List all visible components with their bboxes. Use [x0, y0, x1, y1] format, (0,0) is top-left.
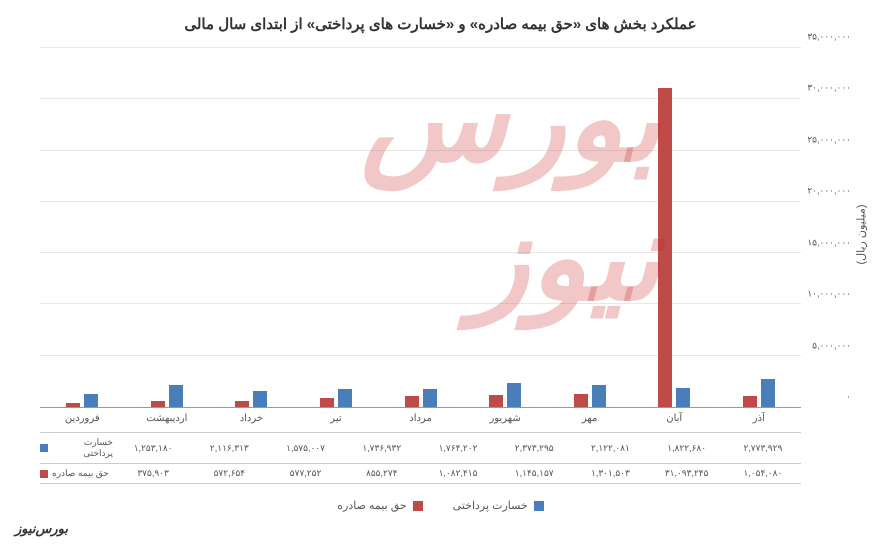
bar — [574, 394, 588, 407]
x-axis-labels: فروردیناردیبهشتخردادتیرمردادشهریورمهرآبا… — [40, 413, 801, 424]
data-cell: ۸۵۵,۲۷۴ — [344, 468, 420, 479]
data-cell: ۱,۲۵۳,۱۸۰ — [115, 443, 191, 454]
legend-marker — [534, 501, 544, 511]
y-tick: ۳۰,۰۰۰,۰۰۰ — [807, 83, 851, 94]
chart-area: (میلیون ریال) ۰۵,۰۰۰,۰۰۰۱۰,۰۰۰,۰۰۰۱۵,۰۰۰… — [40, 48, 801, 408]
month-group — [125, 48, 210, 407]
bars-container — [40, 48, 801, 407]
y-tick: ۲۰,۰۰۰,۰۰۰ — [807, 186, 851, 197]
x-label: اردیبهشت — [125, 413, 210, 424]
bar — [423, 389, 437, 407]
bar — [253, 391, 267, 407]
series-name: حق بیمه صادره — [52, 468, 109, 479]
row-label: خسارت پرداختی — [40, 437, 115, 459]
data-cell: ۱,۷۶۴,۲۰۲ — [420, 443, 496, 454]
bar — [405, 396, 419, 407]
data-cell: ۱,۸۲۲,۶۸۰ — [649, 443, 725, 454]
data-cell: ۲,۱۲۲,۰۸۱ — [572, 443, 648, 454]
chart-container: عملکرد بخش های «حق بیمه صادره» و «خسارت … — [0, 0, 881, 545]
y-tick: ۳۵,۰۰۰,۰۰۰ — [807, 32, 851, 43]
bar — [676, 388, 690, 407]
data-cell: ۵۷۲,۶۵۴ — [191, 468, 267, 479]
y-tick: ۲۵,۰۰۰,۰۰۰ — [807, 134, 851, 145]
data-cell: ۲,۳۷۳,۲۹۵ — [496, 443, 572, 454]
data-row: حق بیمه صادره ۳۷۵,۹۰۳۵۷۲,۶۵۴۵۷۷,۲۵۲۸۵۵,۲۷… — [40, 464, 801, 484]
y-tick: ۱۵,۰۰۰,۰۰۰ — [807, 237, 851, 248]
data-cell: ۱,۵۷۵,۰۰۷ — [267, 443, 343, 454]
x-label: آبان — [632, 413, 717, 424]
x-label: فروردین — [40, 413, 125, 424]
legend-item: حق بیمه صادره — [337, 499, 422, 512]
bar — [489, 395, 503, 407]
data-cell: ۱,۳۰۱,۵۰۳ — [572, 468, 648, 479]
bar — [151, 401, 165, 407]
bar — [169, 385, 183, 407]
x-label: مهر — [547, 413, 632, 424]
legend: خسارت پرداختی حق بیمه صادره — [20, 499, 861, 512]
legend-label: خسارت پرداختی — [453, 499, 528, 512]
x-label: خرداد — [209, 413, 294, 424]
bar — [66, 403, 80, 407]
chart-title: عملکرد بخش های «حق بیمه صادره» و «خسارت … — [20, 15, 861, 33]
data-cell: ۱,۷۳۶,۹۳۲ — [344, 443, 420, 454]
bar — [338, 389, 352, 407]
month-group — [632, 48, 717, 407]
month-group — [717, 48, 802, 407]
x-label: تیر — [294, 413, 379, 424]
bar — [235, 401, 249, 407]
y-axis: ۰ ۵,۰۰۰,۰۰۰ ۱۰,۰۰۰,۰۰۰ ۱۵,۰۰۰,۰۰۰ ۲۰,۰۰۰,۰۰۰… — [806, 48, 851, 408]
bar — [658, 88, 672, 407]
data-cell: ۳۱,۰۹۳,۲۴۵ — [649, 468, 725, 479]
bar — [84, 394, 98, 407]
data-cell: ۲,۷۷۳,۹۲۹ — [725, 443, 801, 454]
bar — [743, 396, 757, 407]
row-label: حق بیمه صادره — [40, 468, 115, 479]
series-marker — [40, 444, 48, 452]
bar — [320, 398, 334, 407]
series-marker — [40, 470, 48, 478]
y-axis-label: (میلیون ریال) — [855, 204, 868, 264]
x-label: آذر — [717, 413, 802, 424]
y-tick: ۰ — [846, 392, 851, 403]
month-group — [463, 48, 548, 407]
data-row: خسارت پرداختی۱,۲۵۳,۱۸۰۲,۱۱۶,۳۱۳۱,۵۷۵,۰۰۷… — [40, 433, 801, 464]
legend-item: خسارت پرداختی — [453, 499, 544, 512]
month-group — [378, 48, 463, 407]
month-group — [294, 48, 379, 407]
row-cells: ۳۷۵,۹۰۳۵۷۲,۶۵۴۵۷۷,۲۵۲۸۵۵,۲۷۴۱,۰۸۲,۴۱۵۱,۱… — [115, 468, 801, 479]
legend-label: حق بیمه صادره — [337, 499, 406, 512]
x-label: مرداد — [378, 413, 463, 424]
footer-brand: بورس‌نیوز — [15, 521, 68, 537]
data-cell: ۳۷۵,۹۰۳ — [115, 468, 191, 479]
data-cell: ۲,۱۱۶,۳۱۳ — [191, 443, 267, 454]
month-group — [40, 48, 125, 407]
bar — [507, 383, 521, 407]
data-cell: ۱,۰۵۴,۰۸۰ — [725, 468, 801, 479]
data-table: خسارت پرداختی۱,۲۵۳,۱۸۰۲,۱۱۶,۳۱۳۱,۵۷۵,۰۰۷… — [40, 432, 801, 484]
month-group — [209, 48, 294, 407]
y-tick: ۱۰,۰۰۰,۰۰۰ — [807, 289, 851, 300]
plot-area — [40, 48, 801, 408]
month-group — [547, 48, 632, 407]
legend-marker — [413, 501, 423, 511]
data-cell: ۵۷۷,۲۵۲ — [267, 468, 343, 479]
data-cell: ۱,۱۴۵,۱۵۷ — [496, 468, 572, 479]
bar — [592, 385, 606, 407]
x-label: شهریور — [463, 413, 548, 424]
bar — [761, 379, 775, 407]
data-cell: ۱,۰۸۲,۴۱۵ — [420, 468, 496, 479]
y-tick: ۵,۰۰۰,۰۰۰ — [812, 340, 851, 351]
series-name: خسارت پرداختی — [52, 437, 113, 459]
row-cells: ۱,۲۵۳,۱۸۰۲,۱۱۶,۳۱۳۱,۵۷۵,۰۰۷۱,۷۳۶,۹۳۲۱,۷۶… — [115, 443, 801, 454]
